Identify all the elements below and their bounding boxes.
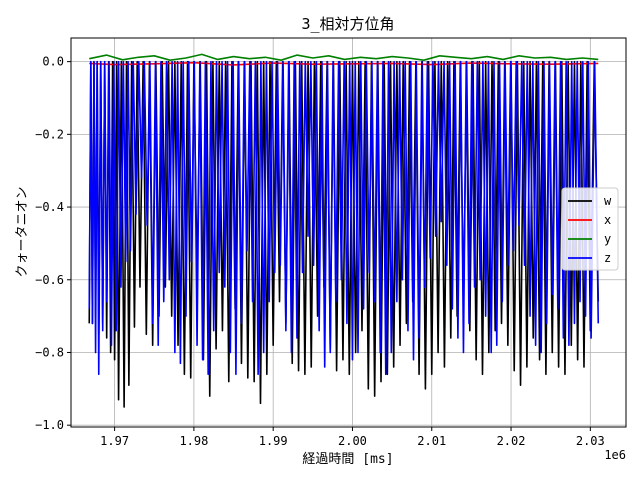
- chart-title: 3_相対方位角: [301, 15, 394, 33]
- x-tick-label: 1.98: [179, 434, 208, 448]
- x-axis-offset-label: 1e6: [604, 448, 626, 462]
- x-tick-label: 1.99: [259, 434, 288, 448]
- y-axis-label: クォータニオン: [15, 186, 30, 277]
- x-tick-label: 2.00: [338, 434, 367, 448]
- y-tick-label: −0.4: [35, 200, 64, 214]
- x-axis-label: 経過時間 [ms]: [302, 452, 393, 467]
- y-axis-ticks: 0.0 −0.2 −0.4 −0.6 −0.8 −1.0: [35, 55, 71, 432]
- plot-area: [88, 53, 600, 408]
- x-tick-label: 2.01: [417, 434, 446, 448]
- legend-label-y: y: [604, 232, 611, 246]
- x-tick-label: 1.97: [100, 434, 129, 448]
- legend-label-x: x: [604, 213, 611, 227]
- x-tick-label: 2.02: [497, 434, 526, 448]
- legend-label-w: w: [604, 194, 612, 208]
- y-tick-label: −0.6: [35, 273, 64, 287]
- y-tick-label: 0.0: [42, 55, 64, 69]
- series-line-z: [88, 60, 600, 376]
- legend-box: [561, 187, 619, 271]
- y-tick-label: −1.0: [35, 418, 64, 432]
- legend-label-z: z: [604, 251, 611, 265]
- y-tick-label: −0.2: [35, 127, 64, 141]
- axes-frame: [70, 37, 627, 428]
- y-tick-label: −0.8: [35, 345, 64, 359]
- x-axis-ticks: 1.97 1.98 1.99 2.00 2.01 2.02 2.03: [100, 427, 605, 448]
- series-line-y: [89, 53, 599, 61]
- x-tick-label: 2.03: [576, 434, 605, 448]
